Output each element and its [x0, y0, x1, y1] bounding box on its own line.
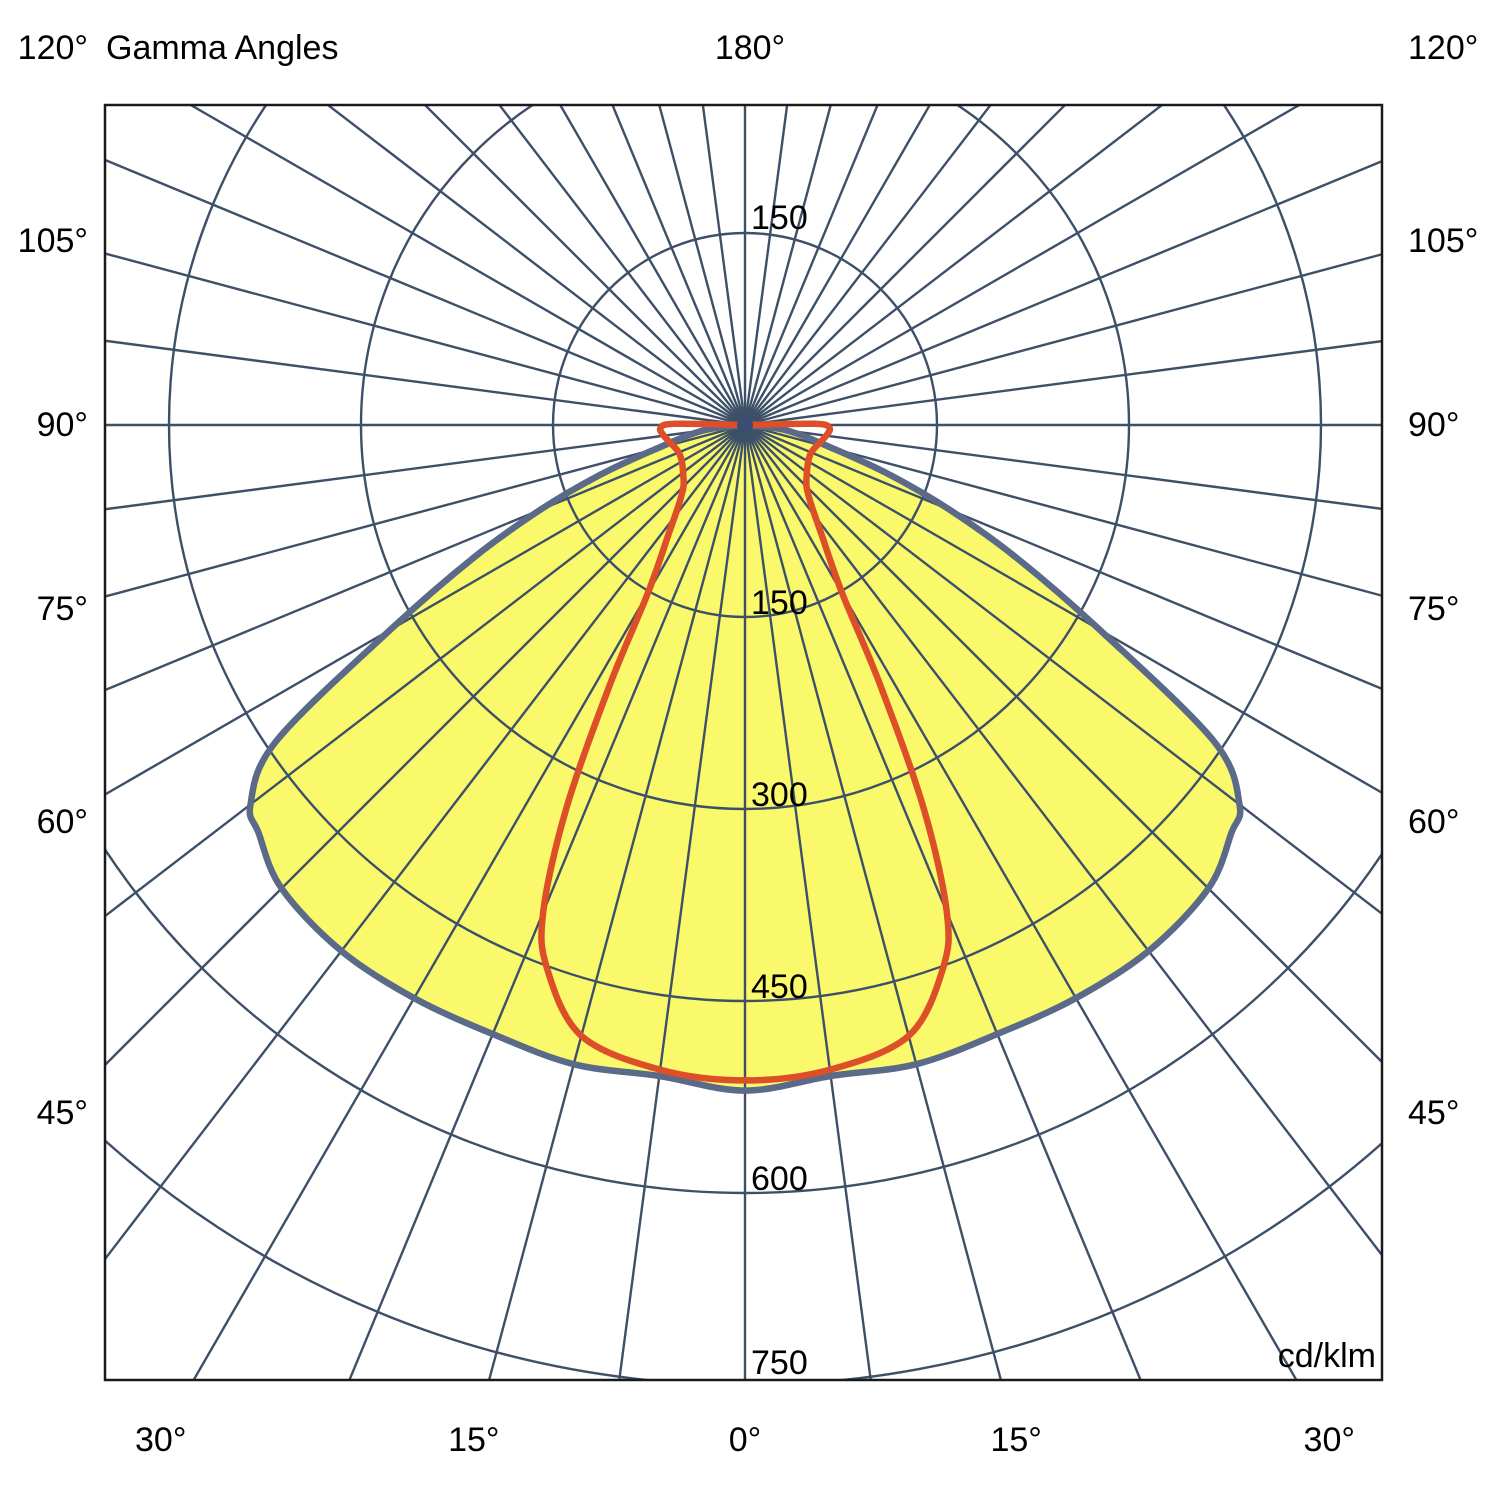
gamma-label-left-120: 120° — [17, 29, 88, 67]
gamma-ray-line — [325, 105, 746, 426]
gamma-ray-line — [192, 424, 747, 1380]
gamma-ray-line — [558, 105, 747, 426]
gamma-label-bottom-0: 0° — [728, 1421, 762, 1459]
ring-label-bottom-600: 600 — [751, 1160, 808, 1198]
gamma-ray-line — [743, 105, 932, 426]
diagram-title: Gamma Angles — [106, 29, 339, 67]
gamma-180-label: 180° — [714, 29, 786, 67]
ring-label-bottom-300: 300 — [751, 776, 808, 814]
gamma-ray-line — [744, 105, 1067, 426]
gamma-label-left-105: 105° — [17, 221, 88, 260]
gamma-label-right-45: 45° — [1408, 1094, 1460, 1132]
gamma-ray-line — [487, 424, 747, 1380]
gamma-ray-line — [611, 105, 747, 426]
gamma-ray-line — [744, 105, 993, 426]
gamma-ray-line — [743, 424, 872, 1380]
ring-label-bottom-150: 150 — [751, 584, 808, 622]
gamma-ray-line — [105, 158, 746, 427]
gamma-ray-line — [744, 105, 1165, 426]
gamma-ray-line — [744, 424, 1382, 916]
ring-label-bottom-750: 750 — [751, 1344, 808, 1382]
gamma-ray-line — [423, 105, 746, 426]
gamma-ray-line — [618, 424, 747, 1380]
gamma-label-left-60: 60° — [36, 803, 88, 842]
gamma-ray-line — [188, 105, 746, 427]
gamma-label-left-45: 45° — [36, 1094, 88, 1132]
gamma-ray-line — [701, 105, 747, 426]
gamma-ray-line — [105, 423, 746, 598]
gamma-ray-line — [105, 424, 746, 918]
gamma-ray-line — [105, 423, 746, 692]
gamma-label-bottom-30: 30° — [135, 1421, 187, 1459]
red-distribution-curve — [538, 420, 952, 1084]
gamma-ray-line — [744, 424, 1382, 1064]
gamma-ray-line — [744, 159, 1382, 427]
gamma-ray-line — [744, 423, 1382, 511]
gamma-ray-line — [743, 105, 832, 426]
gamma-ray-line — [105, 424, 746, 1067]
gamma-ray-line — [744, 423, 1382, 691]
gamma-ray-line — [744, 423, 1382, 795]
unit-label: cd/klm — [1277, 1337, 1376, 1375]
gamma-ray-line — [744, 105, 1302, 427]
gamma-ray-line — [743, 105, 879, 426]
gamma-ray-line — [497, 105, 746, 426]
gamma-ray-line — [105, 252, 746, 427]
gamma-label-right-90: 90° — [1408, 406, 1460, 444]
gamma-ray-line — [658, 105, 747, 426]
ring-label-bottom-450: 450 — [751, 968, 808, 1006]
gamma-label-right-120: 120° — [1408, 29, 1479, 67]
gamma-ray-line — [743, 424, 1003, 1380]
ring-label-top-150: 150 — [751, 199, 808, 237]
gamma-ray-line — [744, 424, 1382, 1258]
gamma-label-right-105: 105° — [1408, 221, 1479, 260]
gamma-ray-line — [744, 423, 1382, 597]
gamma-ray-line — [744, 253, 1382, 427]
plot-frame — [103, 103, 1384, 1382]
gamma-label-left-75: 75° — [36, 590, 88, 629]
gamma-label-right-75: 75° — [1408, 590, 1460, 629]
gamma-label-left-90: 90° — [36, 406, 88, 444]
polar-origin-dot — [737, 417, 753, 433]
gamma-label-bottom-15: 15° — [448, 1421, 500, 1459]
gamma-ray-line — [105, 423, 746, 796]
gamma-ray-line — [743, 424, 1142, 1380]
gamma-label-right-60: 60° — [1408, 803, 1460, 842]
gamma-ray-line — [105, 339, 746, 427]
gamma-label-bottom-30: 30° — [1303, 1421, 1355, 1459]
gamma-ray-line — [348, 424, 747, 1380]
gamma-ray-line — [743, 105, 789, 426]
gamma-ray-line — [744, 339, 1382, 427]
gamma-ray-line — [105, 424, 746, 1262]
gamma-label-bottom-15: 15° — [990, 1421, 1042, 1459]
gamma-ray-line — [105, 423, 746, 511]
gamma-ray-line — [743, 424, 1298, 1380]
distribution-curve-outline — [246, 421, 1244, 1094]
